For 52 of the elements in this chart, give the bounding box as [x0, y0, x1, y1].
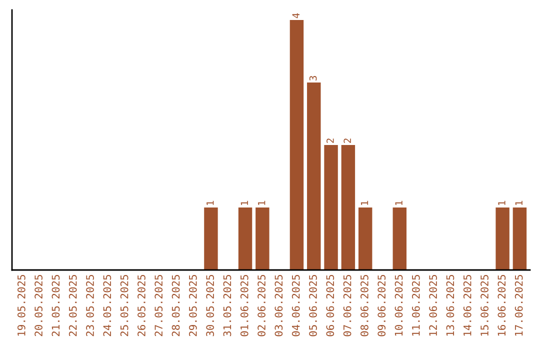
- x-tick-label: 03.06.2025: [274, 275, 283, 336]
- x-tick-label: 30.05.2025: [206, 275, 214, 336]
- x-tick-label: 22.05.2025: [68, 275, 77, 336]
- data-label: 1: [258, 200, 266, 205]
- x-tick-label: 05.06.2025: [309, 275, 317, 336]
- data-label: 1: [240, 200, 248, 205]
- x-tick-label: 26.05.2025: [138, 275, 146, 336]
- bar: [324, 145, 338, 270]
- bar: [358, 208, 372, 270]
- x-tick-label: 02.06.2025: [258, 275, 266, 336]
- x-tick-label: 16.06.2025: [498, 275, 506, 336]
- bar: [307, 82, 321, 270]
- x-tick-label: 14.06.2025: [463, 275, 472, 336]
- bar: [392, 208, 407, 270]
- x-tick-label: 09.06.2025: [378, 275, 386, 336]
- bar: [204, 208, 218, 270]
- data-label: 3: [309, 76, 317, 80]
- x-tick-label: 21.05.2025: [52, 275, 60, 336]
- data-label: 1: [498, 200, 506, 205]
- data-label: 1: [395, 200, 402, 205]
- x-tick-label: 04.06.2025: [292, 275, 300, 336]
- x-tick-label: 29.05.2025: [188, 275, 197, 336]
- x-tick-label: 31.05.2025: [223, 275, 232, 336]
- data-label: 2: [326, 138, 334, 143]
- data-label: 1: [206, 200, 214, 205]
- x-tick-label: 12.06.2025: [429, 275, 437, 336]
- x-tick-label: 07.06.2025: [343, 275, 352, 336]
- x-tick-label: 15.06.2025: [480, 275, 488, 336]
- x-tick-label: 11.06.2025: [412, 275, 420, 336]
- data-label: 1: [515, 200, 522, 205]
- x-tick-label: 23.05.2025: [86, 275, 94, 336]
- data-label: 4: [292, 13, 300, 18]
- x-tick-label: 24.05.2025: [103, 275, 112, 336]
- x-tick-label: 27.05.2025: [154, 275, 163, 336]
- x-tick-label: 25.05.2025: [120, 275, 128, 336]
- data-label: 1: [360, 200, 368, 205]
- bar: [256, 208, 270, 270]
- x-tick-label: 06.06.2025: [326, 275, 334, 336]
- x-tick-label: 28.05.2025: [172, 275, 180, 336]
- data-label: 2: [344, 138, 351, 143]
- x-tick-label: 01.06.2025: [240, 275, 248, 336]
- bar: [496, 208, 510, 270]
- x-tick-label: 13.06.2025: [446, 275, 454, 336]
- x-tick-label: 10.06.2025: [394, 275, 403, 336]
- x-tick-label: 17.06.2025: [514, 275, 523, 336]
- bar: [290, 20, 304, 270]
- bar: [512, 208, 527, 270]
- x-tick-label: 19.05.2025: [17, 275, 26, 336]
- x-tick-label: 08.06.2025: [360, 275, 368, 336]
- bar: [341, 145, 356, 270]
- x-tick-label: 20.05.2025: [34, 275, 42, 336]
- bar: [238, 208, 252, 270]
